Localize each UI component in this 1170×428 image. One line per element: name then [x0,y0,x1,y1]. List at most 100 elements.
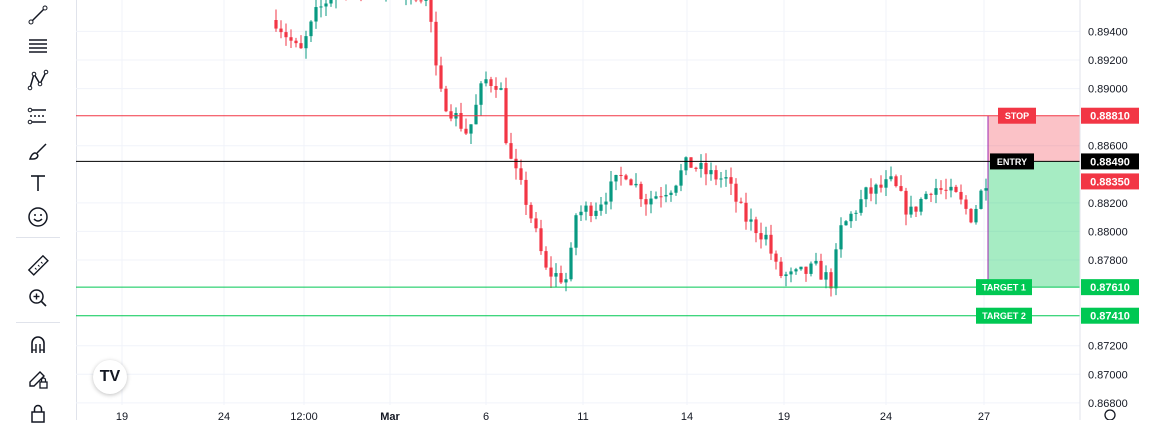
candle-body [904,191,907,215]
zoom-in-icon[interactable] [21,283,55,313]
tradingview-logo[interactable]: TV [93,360,127,394]
candle-body [889,176,892,179]
candle-body [789,271,792,274]
candle-body [709,170,712,174]
candle-body [729,177,732,184]
price-label: 0.88490 [1090,156,1130,168]
candle-body [819,261,822,280]
candle-body [939,188,942,190]
candle-body [284,32,287,37]
candle-body [519,168,522,180]
candle-body [974,209,977,222]
candle-body [969,209,972,222]
candle-body [634,184,637,185]
level-tag: STOP [1005,111,1029,121]
candle-body [494,86,497,90]
y-tick-label: 0.88600 [1088,141,1128,153]
forecast-icon[interactable] [21,101,55,131]
candle-body [694,168,697,169]
take-profit-zone [988,161,1080,287]
x-tick-label: 6 [483,411,489,420]
candle-body [779,262,782,276]
x-tick-label: 19 [778,411,790,420]
candle-body [679,170,682,185]
text-icon[interactable] [21,168,55,198]
candle-body [744,203,747,222]
lock-icon[interactable] [21,398,55,428]
candle-body [764,235,767,240]
candle-body [804,267,807,274]
candle-body [844,221,847,225]
candle-body [664,195,667,196]
candle-body [894,176,897,186]
candle-body [544,251,547,267]
price-label: 0.88810 [1090,111,1130,123]
candle-body [839,225,842,249]
y-tick-label: 0.87200 [1088,341,1128,353]
magnet-icon[interactable] [21,330,55,360]
candle-body [474,105,477,124]
candle-body [794,269,797,271]
candle-body [524,180,527,205]
candle-body [714,170,717,179]
candle-body [859,199,862,213]
y-tick-label: 0.89200 [1088,55,1128,67]
candle-body [759,233,762,239]
candle-body [879,185,882,188]
candle-body [774,254,777,262]
candle-body [654,196,657,198]
x-tick-label: 24 [880,411,892,420]
candle-body [534,218,537,228]
y-tick-label: 0.87000 [1088,369,1128,381]
candle-body [554,273,557,277]
toolbar-divider [16,322,60,323]
pattern-icon[interactable] [21,65,55,95]
candle-body [674,186,677,193]
candle-body [449,111,452,118]
candle-body [934,188,937,195]
candle-body [509,143,512,159]
x-tick-label: 27 [978,411,990,420]
candle-body [964,200,967,209]
candle-body [419,0,422,1]
candle-body [979,191,982,209]
candle-body [319,6,322,7]
candle-body [514,159,517,169]
candle-body [569,248,572,280]
candle-body [629,179,632,185]
candle-body [564,279,567,282]
lock-drawing-icon[interactable] [21,364,55,394]
candle-body [649,199,652,205]
trend-line-icon[interactable] [21,0,55,30]
brush-icon[interactable] [21,137,55,167]
candle-body [429,0,432,22]
y-tick-label: 0.89000 [1088,84,1128,96]
candle-body [489,79,492,86]
candle-body [329,0,332,3]
x-tick-label: 19 [116,411,128,420]
y-tick-label: 0.86800 [1088,398,1128,410]
candle-body [699,163,702,169]
candle-body [959,192,962,200]
candle-body [809,264,812,274]
candle-body [304,36,307,48]
level-tag: TARGET 2 [982,311,1026,321]
candle-body [854,213,857,214]
candle-body [864,187,867,199]
candle-body [624,175,627,179]
candle-body [909,207,912,215]
y-tick-label: 0.88200 [1088,198,1128,210]
candle-body [294,41,297,43]
ruler-icon[interactable] [21,250,55,280]
fib-retracement-icon[interactable] [21,31,55,61]
x-tick-label: 24 [218,411,230,420]
candle-body [424,0,427,1]
candle-body [639,184,642,199]
emoji-icon[interactable] [21,202,55,232]
candle-body [849,214,852,221]
candle-body [324,3,327,6]
y-tick-label: 0.87800 [1088,255,1128,267]
candle-body [604,202,607,205]
candle-body [749,219,752,221]
